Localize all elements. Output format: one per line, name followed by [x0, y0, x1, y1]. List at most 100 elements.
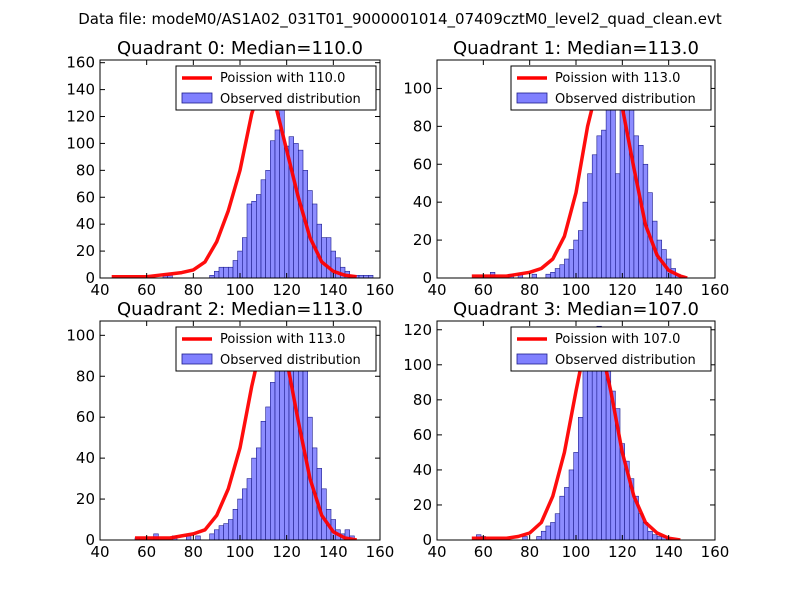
- y-tick-label: 100: [66, 134, 95, 152]
- poisson-curve: [471, 67, 688, 278]
- y-tick-label: 60: [76, 408, 95, 426]
- histogram-bar: [568, 469, 574, 540]
- x-tick-label: 80: [184, 543, 203, 561]
- poisson-curve: [135, 329, 357, 540]
- legend-observed-swatch: [516, 353, 548, 365]
- histogram-bar: [218, 525, 224, 540]
- histogram-bar: [265, 170, 271, 278]
- quadrant-title: Quadrant 2: Median=113.0: [117, 299, 363, 320]
- histogram-bar: [550, 522, 556, 540]
- x-tick-label: 120: [272, 281, 301, 299]
- y-tick-label: 0: [85, 269, 95, 287]
- y-tick-label: 0: [422, 269, 432, 287]
- histogram-bar: [246, 478, 252, 540]
- poisson-curve: [471, 331, 681, 540]
- y-tick-label: 80: [413, 117, 432, 135]
- histogram-bar: [246, 203, 252, 278]
- legend-observed-swatch: [181, 353, 213, 365]
- histogram-bar: [540, 530, 547, 540]
- histogram-bar: [251, 200, 257, 278]
- y-tick-label: 80: [413, 391, 432, 409]
- x-tick-label: 60: [137, 281, 156, 299]
- histogram-bar: [214, 270, 220, 278]
- x-tick-label: 120: [608, 281, 637, 299]
- histogram-bar: [209, 533, 215, 540]
- x-tick-label: 40: [90, 543, 109, 561]
- histogram-bar: [251, 457, 257, 540]
- histogram-bar: [279, 365, 285, 540]
- histogram-bar: [545, 273, 551, 278]
- histogram-bar: [559, 495, 565, 540]
- x-tick-label: 100: [226, 281, 255, 299]
- histogram-bar: [260, 179, 266, 278]
- histogram-bar: [564, 258, 570, 278]
- histogram-bar: [223, 523, 229, 540]
- histogram-bar: [582, 364, 588, 540]
- histogram-bar: [242, 488, 248, 540]
- histogram-bar: [578, 230, 584, 278]
- y-tick-label: 40: [413, 193, 432, 211]
- legend-observed-label: Observed distribution: [555, 353, 696, 368]
- histogram-bar: [633, 135, 639, 278]
- y-tick-label: 160: [66, 54, 95, 72]
- legend: Poission with 107.0 Observed distribution: [510, 326, 712, 372]
- x-tick-label: 140: [654, 543, 683, 561]
- y-tick-label: 80: [76, 161, 95, 179]
- y-tick-label: 60: [413, 155, 432, 173]
- figure-suptitle: Data file: modeM0/AS1A02_031T01_90000010…: [78, 10, 722, 29]
- histogram-bar: [218, 266, 224, 278]
- y-tick-label: 120: [403, 321, 432, 339]
- histogram-bar: [550, 272, 556, 278]
- histogram-bar: [582, 201, 588, 278]
- legend-poisson-label: Poission with 113.0: [220, 332, 345, 347]
- histogram-bar: [284, 145, 290, 278]
- x-tick-label: 160: [701, 281, 730, 299]
- histogram-bar: [545, 525, 551, 540]
- histogram-bar: [578, 417, 584, 540]
- legend-poisson-label: Poission with 107.0: [555, 332, 680, 347]
- y-tick-label: 40: [413, 461, 432, 479]
- quadrant-1-chart: 40 60 80 100 120 140 160 0 20 40 60 80 100 Quadrant 1…: [403, 38, 729, 299]
- x-tick-label: 160: [366, 543, 395, 561]
- histogram-bar: [647, 530, 653, 540]
- histogram-bar: [596, 135, 602, 278]
- histogram-bar: [554, 513, 561, 540]
- histogram-bar: [605, 103, 612, 278]
- legend: Poission with 110.0 Observed distribution: [175, 65, 377, 111]
- histogram-bar: [656, 536, 663, 540]
- histogram-bar: [293, 143, 299, 278]
- legend-observed-label: Observed distribution: [220, 92, 361, 107]
- histogram-bar: [554, 268, 561, 278]
- histogram-bar: [601, 129, 607, 278]
- histogram-bar: [242, 237, 248, 278]
- x-tick-label: 40: [427, 543, 446, 561]
- histogram-bar: [368, 275, 374, 278]
- histogram-bar: [344, 529, 350, 540]
- legend-observed-label: Observed distribution: [220, 353, 361, 368]
- y-tick-label: 100: [403, 356, 432, 374]
- x-tick-label: 80: [520, 281, 539, 299]
- x-tick-label: 40: [90, 281, 109, 299]
- histogram-bar: [256, 447, 262, 540]
- x-tick-label: 80: [520, 543, 539, 561]
- histogram-bar: [237, 498, 243, 540]
- legend: Poission with 113.0 Observed distribution: [510, 65, 712, 111]
- y-tick-label: 20: [413, 496, 432, 514]
- y-tick-label: 100: [66, 326, 95, 344]
- x-tick-label: 120: [608, 543, 637, 561]
- x-tick-label: 100: [562, 281, 591, 299]
- histogram-bar: [223, 266, 229, 278]
- quadrant-2-chart: 40 60 80 100 120 140 160 0 20 40 60 80 100 Quadrant 2…: [66, 299, 394, 561]
- histogram-bar: [274, 129, 280, 278]
- x-tick-label: 60: [474, 281, 493, 299]
- quadrant-panels: 40 60 80 100 120 140 160020406080100120140160Q…: [66, 38, 729, 561]
- quadrant-title: Quadrant 1: Median=113.0: [453, 38, 699, 59]
- histogram-bar: [587, 173, 593, 278]
- quadrant-title: Quadrant 0: Median=110.0: [117, 38, 363, 59]
- histogram-bar: [270, 382, 276, 540]
- quadrant-0-chart: 40 60 80 100 120 140 160 0 20 40 60 80 100 120 140 160 Q…: [66, 38, 394, 299]
- y-tick-label: 120: [66, 108, 95, 126]
- y-tick-label: 140: [66, 81, 95, 99]
- x-tick-label: 160: [366, 281, 395, 299]
